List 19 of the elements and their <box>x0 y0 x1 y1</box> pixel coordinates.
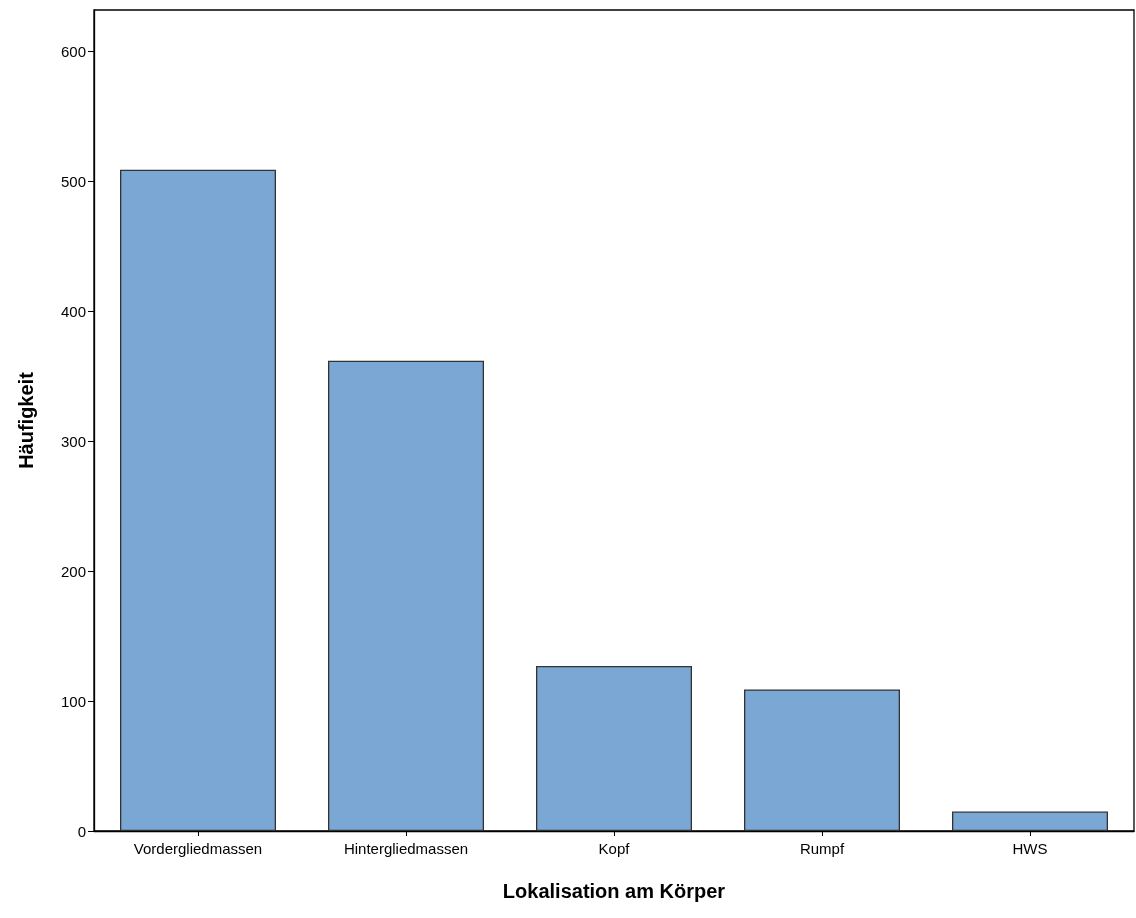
x-tick-label: Kopf <box>598 840 631 857</box>
x-tick-label: Hintergliedmassen <box>343 840 469 857</box>
bar <box>744 689 900 831</box>
x-tick-label: Vordergliedmassen <box>133 840 263 857</box>
x-tick-label: HWS <box>1012 840 1048 857</box>
y-tick-label: 200 <box>60 562 86 580</box>
bar <box>328 360 484 831</box>
x-axis-title: Lokalisation am Körper <box>502 880 726 902</box>
bar <box>536 666 692 831</box>
y-tick-label: 100 <box>60 692 86 710</box>
bar <box>120 169 276 831</box>
y-tick-label: 400 <box>60 302 86 320</box>
bar <box>952 811 1108 831</box>
y-tick-label: 300 <box>60 432 86 450</box>
y-tick-label: 500 <box>60 172 86 190</box>
y-tick-label: 600 <box>60 43 86 61</box>
y-tick-label: 0 <box>77 822 86 840</box>
x-tick-label: Rumpf <box>799 840 845 857</box>
y-axis-title: Häufigkeit <box>15 371 37 469</box>
